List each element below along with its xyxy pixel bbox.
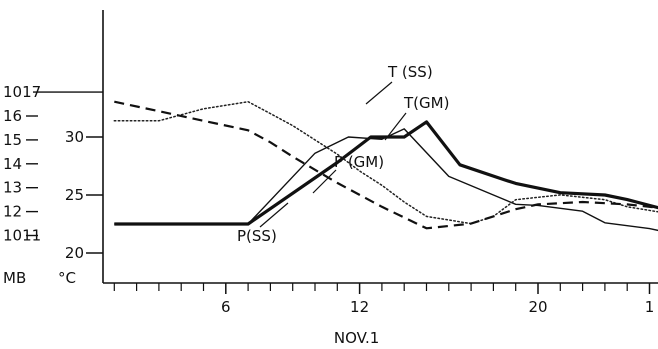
series-line-t-ss- bbox=[114, 120, 658, 226]
annotation-label: P(SS) bbox=[237, 227, 277, 245]
pressure-tick-label: 14 bbox=[3, 155, 22, 173]
annotation-label: P (GM) bbox=[334, 153, 384, 171]
annotation-label: T (SS) bbox=[387, 63, 433, 81]
x-tick-label: 1 bbox=[645, 298, 655, 316]
x-tick-label: 6 bbox=[221, 298, 231, 316]
pressure-tick-label: 13 bbox=[3, 179, 22, 197]
temperature-tick-label: 25 bbox=[65, 186, 84, 204]
x-tick-label: 12 bbox=[350, 298, 369, 316]
x-tick-label: 20 bbox=[528, 298, 547, 316]
pressure-tick-label: 16 bbox=[3, 107, 22, 125]
annotation-leader bbox=[365, 81, 393, 105]
temperature-tick-label: 20 bbox=[65, 244, 84, 262]
annotation-leader bbox=[312, 169, 337, 194]
temperature-tick-label: 30 bbox=[65, 128, 84, 146]
pressure-tick-label: 1017 bbox=[3, 83, 41, 101]
pressure-tick-label: 12 bbox=[3, 203, 22, 221]
annotation-leader bbox=[259, 202, 289, 228]
series-line-p-ss- bbox=[114, 100, 658, 230]
temperature-unit-label: °C bbox=[58, 269, 76, 287]
pressure-unit-label: MB bbox=[3, 269, 26, 287]
x-day-label: NOV.1 bbox=[334, 329, 379, 347]
pressure-tick-label: 15 bbox=[3, 131, 22, 149]
series-line-t-gm- bbox=[114, 128, 658, 232]
annotation-leader bbox=[384, 112, 407, 141]
pressure-tick-label: 1011 bbox=[3, 227, 41, 245]
annotation-label: T(GM) bbox=[403, 94, 449, 112]
